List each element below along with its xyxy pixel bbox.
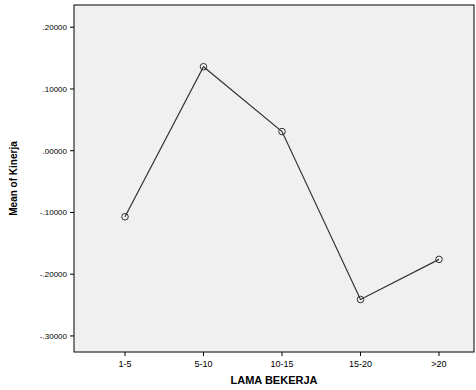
data-point xyxy=(200,63,207,70)
x-axis-label: LAMA BEKERJA xyxy=(231,374,318,386)
y-tick-label: -.30000 xyxy=(40,332,68,341)
y-tick-label: .20000 xyxy=(43,23,68,32)
y-tick-label: .00000 xyxy=(43,147,68,156)
y-tick-label: -.20000 xyxy=(40,270,68,279)
y-tick xyxy=(70,335,74,336)
y-tick xyxy=(70,150,74,151)
x-tick xyxy=(125,352,126,356)
y-tick xyxy=(70,88,74,89)
x-tick xyxy=(439,352,440,356)
x-tick-label: 1-5 xyxy=(118,359,131,369)
y-tick xyxy=(70,274,74,275)
series-line xyxy=(125,67,439,300)
y-tick-label: .10000 xyxy=(43,85,68,94)
x-tick-label: 15-20 xyxy=(349,359,372,369)
data-point xyxy=(436,256,443,263)
x-tick xyxy=(203,352,204,356)
x-tick-label: 5-10 xyxy=(194,359,212,369)
data-point xyxy=(357,296,364,303)
x-tick xyxy=(360,352,361,356)
plot-area xyxy=(74,5,474,352)
data-point xyxy=(122,213,129,220)
y-tick-label: -.10000 xyxy=(40,208,68,217)
data-point xyxy=(279,128,286,135)
x-tick xyxy=(282,352,283,356)
chart-container: .20000 .10000 .00000 -.10000 -.20000 -.30000 1… xyxy=(0,0,476,390)
y-tick xyxy=(70,27,74,28)
y-tick xyxy=(70,212,74,213)
chart-svg: .20000 .10000 .00000 -.10000 -.20000 -.30000 1… xyxy=(0,0,476,390)
series-group xyxy=(122,63,443,302)
y-axis-label: Mean of Kinerja xyxy=(8,141,19,216)
x-tick-label: 10-15 xyxy=(270,359,293,369)
x-tick-label: >20 xyxy=(431,359,446,369)
